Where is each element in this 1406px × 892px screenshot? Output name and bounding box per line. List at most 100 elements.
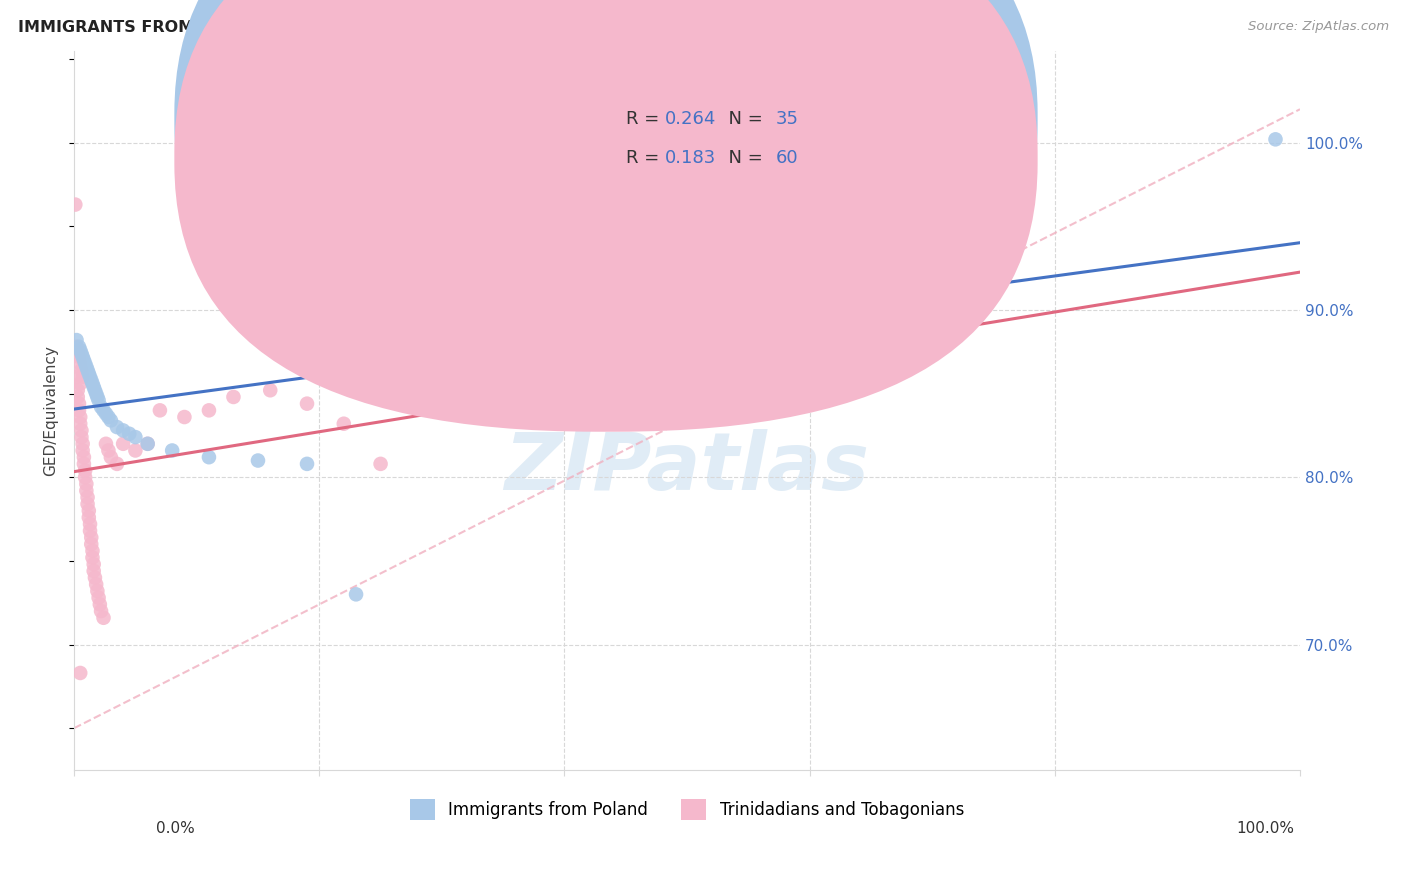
Legend: Immigrants from Poland, Trinidadians and Tobagonians: Immigrants from Poland, Trinidadians and… <box>404 793 972 826</box>
Text: 60: 60 <box>776 149 799 167</box>
Point <box>73 353 96 368</box>
Point <box>79 524 101 538</box>
Point <box>67 403 90 417</box>
Point <box>173 410 195 425</box>
Point <box>136 437 159 451</box>
Point <box>160 443 183 458</box>
Point <box>69 343 91 358</box>
Text: 0.264: 0.264 <box>665 110 717 128</box>
Point <box>86 584 108 599</box>
Point <box>72 443 94 458</box>
Point <box>198 450 221 465</box>
Point <box>65 340 87 354</box>
Point <box>105 420 128 434</box>
Point <box>79 370 101 384</box>
Point <box>87 393 110 408</box>
Point <box>75 477 97 491</box>
Point <box>75 470 97 484</box>
Point <box>84 577 107 591</box>
Point <box>65 370 87 384</box>
Point <box>77 367 100 381</box>
Point <box>73 457 96 471</box>
Point <box>65 197 87 211</box>
Point <box>75 483 97 498</box>
Point <box>69 376 91 391</box>
Point <box>69 357 91 371</box>
Point <box>149 403 172 417</box>
Point <box>75 359 97 374</box>
Point <box>84 571 107 585</box>
Point <box>73 450 96 465</box>
Point <box>80 537 103 551</box>
Point <box>87 591 110 605</box>
Text: R =: R = <box>626 110 665 128</box>
Point <box>70 346 93 360</box>
Point <box>505 370 527 384</box>
Point <box>67 397 90 411</box>
Text: Source: ZipAtlas.com: Source: ZipAtlas.com <box>1249 20 1389 33</box>
Text: N =: N = <box>717 149 769 167</box>
Point <box>124 443 146 458</box>
Text: N =: N = <box>717 110 769 128</box>
Point <box>83 558 105 572</box>
Point <box>90 604 112 618</box>
Point <box>76 497 98 511</box>
Point <box>344 587 367 601</box>
Point <box>93 403 115 417</box>
Point <box>83 380 105 394</box>
Point <box>94 437 117 451</box>
Text: 0.0%: 0.0% <box>156 821 195 836</box>
Point <box>112 437 135 451</box>
Text: ZIPatlas: ZIPatlas <box>505 429 869 507</box>
Text: R =: R = <box>626 149 671 167</box>
Point <box>65 333 87 347</box>
Text: 35: 35 <box>776 110 799 128</box>
Point <box>94 407 117 421</box>
Point <box>67 340 90 354</box>
Point <box>72 370 94 384</box>
Point <box>86 390 108 404</box>
Point <box>89 598 111 612</box>
Point <box>82 376 104 391</box>
Text: 0.183: 0.183 <box>665 149 716 167</box>
Point <box>75 464 97 478</box>
Point <box>76 491 98 505</box>
Point <box>72 437 94 451</box>
Point <box>66 384 89 398</box>
Point <box>84 384 107 398</box>
Point <box>90 400 112 414</box>
Point <box>222 390 245 404</box>
Point <box>70 424 93 438</box>
Point <box>136 437 159 451</box>
Text: IMMIGRANTS FROM POLAND VS TRINIDADIAN AND TOBAGONIAN GED/EQUIVALENCY CORRELATION: IMMIGRANTS FROM POLAND VS TRINIDADIAN AN… <box>18 20 973 35</box>
Point <box>67 350 90 364</box>
Point <box>112 424 135 438</box>
Point <box>118 426 141 441</box>
Text: 100.0%: 100.0% <box>1236 821 1295 836</box>
Point <box>124 430 146 444</box>
Point <box>75 357 97 371</box>
Point <box>66 343 89 358</box>
Point <box>80 531 103 545</box>
Point <box>69 665 91 680</box>
Point <box>82 544 104 558</box>
Point <box>70 430 93 444</box>
Point <box>246 453 269 467</box>
Point <box>66 390 89 404</box>
Point <box>259 384 281 398</box>
Point <box>70 363 93 377</box>
Point <box>100 413 122 427</box>
Point <box>295 397 318 411</box>
Point <box>93 611 115 625</box>
Point <box>105 457 128 471</box>
Point <box>69 417 91 431</box>
Point <box>1264 132 1286 146</box>
Point <box>82 550 104 565</box>
Point <box>295 457 318 471</box>
Point <box>69 410 91 425</box>
Point <box>370 457 392 471</box>
Point <box>333 417 356 431</box>
Point <box>97 443 120 458</box>
Point <box>84 386 107 401</box>
Point <box>100 450 122 465</box>
